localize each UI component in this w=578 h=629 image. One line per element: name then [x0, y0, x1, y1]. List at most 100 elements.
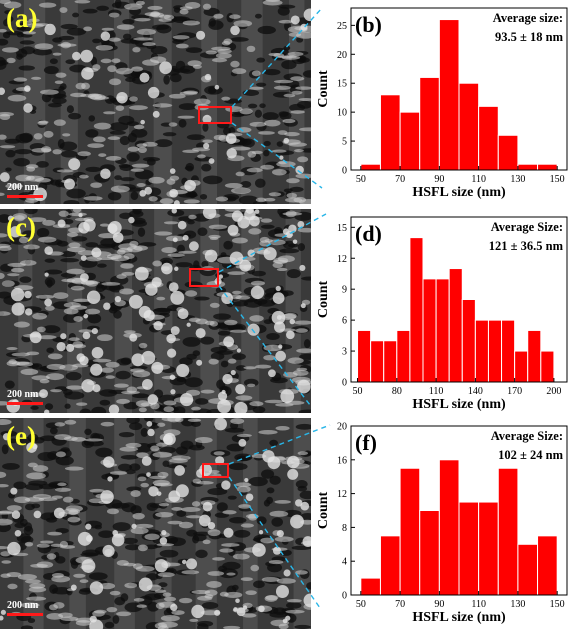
sem-nanoparticle: [169, 374, 176, 380]
sem-nanoparticle: [152, 110, 160, 118]
sem-ripple: [299, 198, 311, 204]
sem-nanoparticle: [100, 490, 114, 504]
sem-ripple: [66, 268, 85, 275]
sem-ripple: [36, 561, 54, 569]
sem-ripple: [54, 434, 71, 440]
scale-bar-a: 200 nm: [7, 183, 43, 198]
zoom-box-c: [189, 268, 219, 287]
sem-nanoparticle: [114, 295, 122, 303]
sem-nanoparticle: [111, 533, 125, 547]
sem-pore: [208, 20, 224, 30]
sem-ripple: [171, 507, 183, 511]
sem-ripple: [297, 156, 309, 163]
histogram-bar: [422, 278, 437, 383]
sem-ripple: [236, 433, 252, 438]
y-tick-label: 0: [342, 591, 347, 602]
sem-ripple: [285, 197, 303, 203]
sem-ripple: [286, 178, 300, 184]
sem-ripple: [211, 46, 231, 51]
sem-pore: [97, 263, 107, 268]
sem-pore: [152, 307, 171, 316]
sem-nanoparticle: [102, 544, 115, 558]
sem-ripple: [187, 418, 202, 422]
sem-pore: [14, 148, 33, 155]
sem-nanoparticle: [89, 615, 97, 623]
sem-pore: [104, 95, 116, 104]
sem-pore: [186, 353, 197, 360]
sem-ripple: [297, 451, 309, 456]
sem-nanoparticle: [275, 285, 281, 292]
sem-nanoparticle: [148, 486, 159, 497]
sem-pore: [230, 37, 249, 42]
sem-nanoparticle: [68, 158, 81, 171]
sem-ripple: [88, 498, 104, 504]
sem-ripple: [128, 105, 148, 111]
sem-ripple: [106, 508, 119, 515]
sem-pore: [22, 230, 35, 238]
sem-pore: [99, 389, 118, 397]
sem-pore: [46, 347, 55, 354]
sem-ripple: [68, 242, 81, 249]
sem-pore: [197, 227, 208, 236]
sem-ripple: [0, 272, 5, 279]
sem-ripple: [123, 253, 135, 260]
sem-nanoparticle: [134, 266, 149, 281]
sem-ripple: [144, 533, 160, 541]
sem-nanoparticle: [191, 604, 205, 619]
sem-ripple: [290, 110, 305, 114]
sem-pore: [88, 572, 108, 581]
sem-nanoparticle: [196, 359, 203, 366]
sem-pore: [158, 582, 168, 588]
histogram-bar: [360, 577, 381, 596]
sem-ripple: [219, 591, 229, 597]
sem-nanoparticle: [147, 394, 159, 405]
sem-ripple: [105, 375, 116, 379]
sem-pore: [60, 251, 76, 258]
sem-nanoparticle: [103, 302, 111, 310]
sem-nanoparticle: [11, 302, 25, 316]
sem-nanoparticle: [198, 514, 211, 527]
average-size-value: 121 ± 36.5 nm: [489, 239, 564, 253]
sem-pore: [255, 82, 267, 87]
histogram-bar: [461, 299, 476, 383]
sem-pore: [127, 132, 137, 143]
sem-ripple: [20, 368, 39, 376]
sem-nanoparticle: [24, 85, 31, 92]
sem-nanoparticle: [0, 172, 10, 183]
sem-ripple: [163, 400, 177, 406]
sem-ripple: [105, 155, 122, 161]
y-axis-label: Count: [316, 491, 331, 529]
sem-ripple: [194, 437, 213, 444]
sem-pore: [257, 25, 276, 35]
sem-nanoparticle: [286, 330, 295, 340]
sem-pore: [273, 607, 287, 615]
sem-nanoparticle: [263, 247, 277, 261]
sem-pore: [49, 58, 58, 65]
sem-pore: [286, 269, 301, 279]
sem-pore: [85, 129, 99, 138]
sem-ripple: [163, 221, 179, 225]
sem-nanoparticle: [287, 468, 299, 480]
sem-ripple: [13, 77, 28, 82]
sem-pore: [5, 149, 16, 158]
sem-pore: [185, 191, 198, 198]
sem-nanoparticle: [146, 472, 151, 477]
histogram-bar: [419, 510, 440, 596]
sem-ripple: [132, 370, 151, 378]
sem-ripple: [55, 451, 66, 458]
sem-ripple: [107, 65, 117, 73]
plot-frame: [350, 7, 568, 171]
plot-frame: [350, 216, 568, 383]
sem-ripple: [169, 458, 188, 464]
sem-ripple: [278, 19, 293, 24]
sem-ripple: [83, 196, 103, 201]
sem-pore: [202, 175, 223, 185]
sem-pore: [128, 210, 144, 218]
scale-bar-line-a: [7, 195, 43, 198]
sem-nanoparticle: [171, 209, 177, 214]
sem-pore: [19, 276, 32, 283]
sem-ripple: [181, 506, 201, 513]
sem-nanoparticle: [279, 155, 284, 160]
sem-nanoparticle: [236, 607, 246, 617]
sem-pore: [271, 517, 284, 527]
